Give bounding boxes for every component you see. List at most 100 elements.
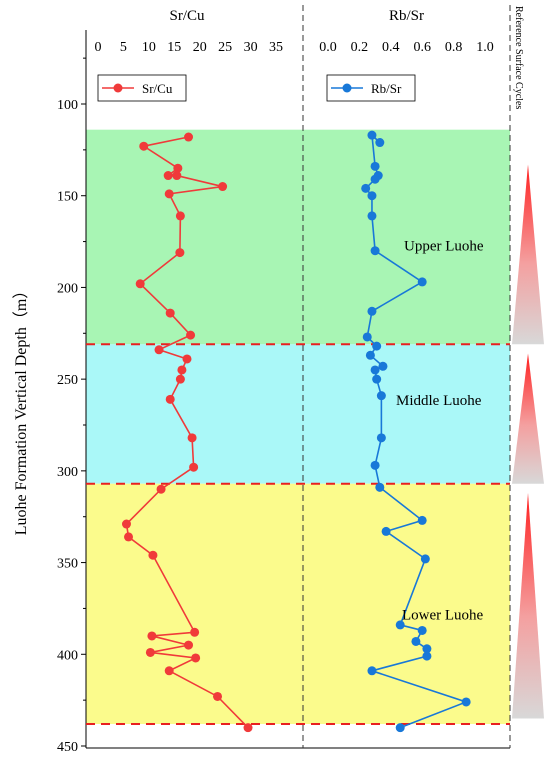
x-tick-label: 10 [142, 40, 156, 55]
data-point [145, 647, 155, 657]
zone-label: Middle Luohe [396, 393, 482, 409]
data-point [124, 532, 134, 542]
boundary-layer [86, 343, 510, 725]
data-point [175, 374, 185, 384]
data-point [164, 666, 174, 676]
y-tick-label: 400 [57, 648, 78, 663]
data-point [186, 330, 196, 340]
y-tick-label: 450 [57, 740, 78, 755]
data-point [190, 627, 200, 637]
data-point [243, 723, 253, 733]
data-point [163, 171, 173, 181]
legend-label: Rb/Sr [371, 81, 402, 96]
data-point [422, 651, 432, 661]
y-axis-label: Luohe Formation Vertical Depth（m） [12, 283, 30, 536]
data-point [367, 130, 377, 140]
data-point [184, 640, 194, 650]
data-point [361, 183, 371, 193]
x-tick-label: 0.2 [351, 40, 369, 55]
data-point [411, 636, 421, 646]
x-tick-label: 5 [120, 40, 127, 55]
data-point [370, 161, 380, 171]
zone-label: Upper Luohe [404, 239, 484, 255]
data-point [378, 361, 388, 371]
data-point [370, 174, 380, 184]
data-point [362, 332, 372, 342]
data-point [365, 350, 375, 360]
data-point [165, 394, 175, 404]
data-point [395, 723, 405, 733]
x-tick-label: 25 [218, 40, 232, 55]
data-point [189, 462, 199, 472]
panel-title: Sr/Cu [169, 8, 205, 24]
zones-layer [86, 129, 510, 724]
data-point [147, 631, 157, 641]
data-point [381, 526, 391, 536]
data-point [376, 433, 386, 443]
data-point [420, 554, 430, 564]
cycle-triangle [512, 353, 544, 484]
data-point [165, 308, 175, 318]
data-point [139, 141, 149, 151]
data-point [191, 653, 201, 663]
zone-label: Lower Luohe [402, 607, 484, 623]
x-tick-label: 0.8 [445, 40, 463, 55]
x-tick-label: 15 [167, 40, 181, 55]
y-tick-label: 100 [57, 98, 78, 113]
data-point [370, 365, 380, 375]
data-point [376, 391, 386, 401]
x-tick-label: 30 [244, 40, 258, 55]
data-point [218, 182, 228, 192]
x-tick-label: 35 [269, 40, 283, 55]
y-tick-label: 200 [57, 281, 78, 296]
x-tick-label: 0.0 [319, 40, 337, 55]
zone-band [86, 344, 510, 484]
data-point [370, 246, 380, 256]
data-point [372, 341, 382, 351]
data-point [172, 171, 182, 181]
zone-band [86, 129, 510, 345]
data-point [461, 697, 471, 707]
data-point [156, 484, 166, 494]
legend-label: Sr/Cu [142, 81, 173, 96]
data-point [417, 625, 427, 635]
x-tick-label: 0.4 [382, 40, 400, 55]
data-point [173, 163, 183, 173]
data-point [164, 189, 174, 199]
data-point [135, 279, 145, 289]
x-tick-label: 0.6 [413, 40, 431, 55]
cycle-triangle [512, 164, 544, 345]
data-point [417, 277, 427, 287]
data-point [182, 354, 192, 364]
y-tick-label: 300 [57, 465, 78, 480]
data-point [375, 482, 385, 492]
data-point [148, 550, 158, 560]
zone-band [86, 483, 510, 724]
data-point [187, 433, 197, 443]
cycle-triangle [512, 492, 544, 719]
data-point [213, 691, 223, 701]
data-point [367, 211, 377, 221]
data-point [422, 644, 432, 654]
legend-marker [113, 83, 123, 93]
data-point [395, 620, 405, 630]
data-point [367, 191, 377, 201]
x-tick-label: 0 [95, 40, 102, 55]
y-tick-label: 250 [57, 373, 78, 388]
data-point [367, 306, 377, 316]
data-point [154, 345, 164, 355]
panel-title: Rb/Sr [389, 8, 424, 24]
data-point [184, 132, 194, 142]
legend-marker [342, 83, 352, 93]
x-tick-label: 1.0 [476, 40, 494, 55]
frame-layer [81, 5, 511, 749]
data-point [177, 365, 187, 375]
data-point [175, 248, 185, 258]
data-point [417, 515, 427, 525]
data-point [372, 374, 382, 384]
x-tick-label: 20 [193, 40, 207, 55]
side-column-title: Reference Surface Cycles [513, 6, 524, 109]
y-tick-label: 150 [57, 190, 78, 205]
